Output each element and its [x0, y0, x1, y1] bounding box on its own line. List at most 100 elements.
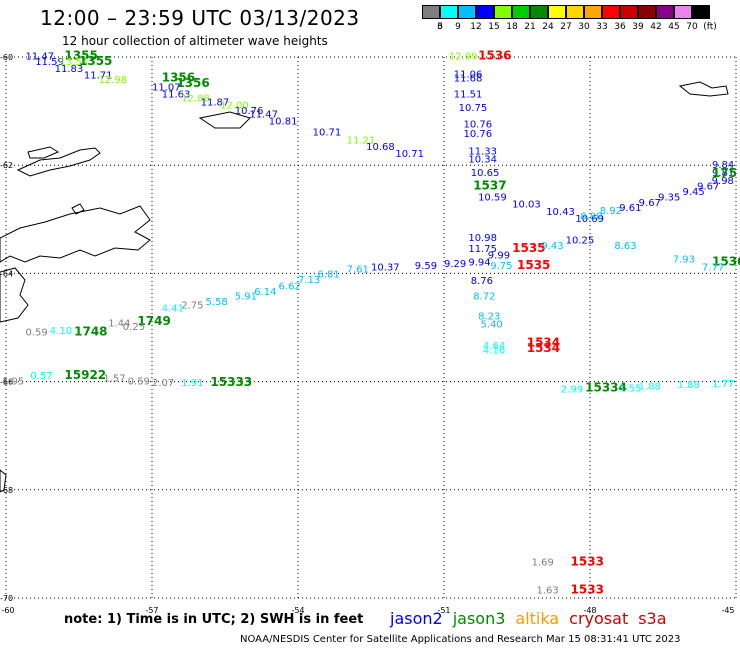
wave-height-label: 1.91 [181, 378, 203, 389]
wave-height-label: 1.69 [532, 558, 554, 569]
pass-time-label: 1535 [512, 241, 545, 255]
wave-height-label: 10.76 [463, 129, 492, 140]
wave-height-label: 10.81 [269, 117, 298, 128]
color-swatch-33 [602, 5, 620, 19]
wave-height-label: 5.40 [481, 320, 503, 331]
wave-height-label: 11.68 [454, 73, 483, 84]
lat-label: -64 [0, 269, 13, 278]
lon-label: -60 [1, 606, 14, 615]
color-scale-label: 24 [542, 22, 554, 32]
page-title: 12:00 – 23:59 UTC 03/13/2023 [40, 6, 360, 30]
color-scale-label: 33 [596, 22, 608, 32]
wave-height-label: 8.72 [473, 291, 495, 302]
wave-height-label: 0.57 [30, 371, 52, 382]
wave-height-label: 11.06 [454, 70, 483, 81]
pass-time-label: 1355 [79, 54, 112, 68]
wave-height-label: 8.88 [580, 211, 602, 222]
color-scale-legend: 6 9 12 15 18 21 24 27 30 33 36 39 42 45 70 (ft) 3 [422, 5, 728, 37]
lon-label: -51 [437, 606, 450, 615]
wave-height-label: 9.94 [468, 257, 490, 268]
wave-height-label: 4.41 [162, 303, 184, 314]
wave-height-label: 1.57 [103, 374, 125, 385]
wave-height-label: 9.43 [541, 241, 563, 252]
color-swatch-42 [656, 5, 674, 19]
graticule [5, 56, 737, 599]
wave-height-label: 8.76 [471, 276, 493, 287]
wave-height-label: 11.75 [468, 244, 497, 255]
wave-height-label: 1.95 [2, 376, 24, 387]
pass-time-label: 175 [712, 166, 737, 180]
wave-height-label: 4.10 [50, 326, 72, 337]
lat-label: -70 [0, 594, 13, 603]
satellite-jason3: jason3 [452, 609, 506, 628]
wave-height-label: 10.37 [371, 263, 400, 274]
wave-height-label: 9.45 [682, 187, 704, 198]
wave-height-label: 10.98 [468, 233, 497, 244]
color-scale-label: 45 [668, 22, 680, 32]
wave-height-label: 9.81 [712, 168, 734, 179]
lon-label: -54 [291, 606, 304, 615]
wave-height-label: 6.81 [317, 270, 339, 281]
wave-height-label: 9.84 [712, 160, 734, 171]
coastline-islet [198, 111, 251, 129]
wave-height-label: 8.63 [614, 241, 636, 252]
wave-height-label: 9.67 [697, 182, 719, 193]
wave-height-label: 4.16 [483, 345, 505, 356]
wave-height-label: 9.61 [619, 203, 641, 214]
color-swatch-24 [548, 5, 566, 19]
wave-height-label: 7.93 [673, 255, 695, 266]
wave-height-label: 10.59 [478, 192, 507, 203]
wave-height-label: 11.71 [84, 71, 113, 82]
wave-height-label: 9.29 [444, 259, 466, 270]
footer-credit: NOAA/NESDIS Center for Satellite Applica… [240, 634, 681, 645]
pass-time-label: 1533 [571, 583, 604, 597]
wave-height-label: 12.98 [98, 75, 127, 86]
lat-label: -68 [0, 486, 13, 495]
wave-height-label: 9.67 [639, 198, 661, 209]
color-swatch-12 [476, 5, 494, 19]
color-scale-label: 39 [632, 22, 644, 32]
coastline-joinville [0, 205, 151, 263]
wave-height-label: 12.00 [220, 100, 249, 111]
wave-height-label: 1.55 [619, 383, 641, 394]
pass-time-label: 1536 [478, 49, 511, 63]
color-scale-label: 30 [578, 22, 590, 32]
color-swatch-15 [494, 5, 512, 19]
color-scale-label: 12 [470, 22, 482, 32]
wave-height-label: 11.83 [55, 64, 84, 75]
pass-time-label: 1533 [571, 555, 604, 569]
satellite-s3a: s3a [638, 609, 667, 628]
wave-height-label: 2.99 [561, 384, 583, 395]
wave-height-label: 7.77 [702, 263, 724, 274]
wave-height-label: 10.03 [512, 199, 541, 210]
wave-height-label: 8.23 [478, 311, 500, 322]
color-scale-unit: (ft) [703, 22, 717, 32]
wave-height-label: 10.34 [468, 154, 497, 165]
wave-height-label: 10.75 [459, 103, 488, 114]
wave-height-label: 11.33 [468, 146, 497, 157]
wave-height-label: 9.35 [658, 192, 680, 203]
wave-height-label: 2.75 [181, 301, 203, 312]
wave-height-label: 9.75 [490, 261, 512, 272]
wave-height-label: 10.71 [313, 127, 342, 138]
coastline [0, 81, 729, 493]
wave-height-label: 0.25 [123, 322, 145, 333]
color-swatch-36 [620, 5, 638, 19]
coastline-small-island [71, 203, 85, 215]
pass-time-label: 1535 [517, 258, 550, 272]
wave-height-label: 5.58 [206, 297, 228, 308]
wave-height-label: 2.07 [152, 378, 174, 389]
wave-height-label: 6.62 [279, 282, 301, 293]
wave-height-label: 10.43 [546, 207, 575, 218]
wave-height-label: 10.25 [566, 236, 595, 247]
color-scale-label: 70 [686, 22, 698, 32]
wave-height-label: 11.07 [152, 83, 181, 94]
wave-height-label: 10.76 [235, 106, 264, 117]
wave-height-label: 10.69 [575, 214, 604, 225]
lat-label: -66 [0, 378, 13, 387]
color-swatch-21 [530, 5, 548, 19]
coastline-ne-island [678, 81, 729, 97]
color-scale-label: 27 [560, 22, 572, 32]
color-swatch-45 [674, 5, 692, 19]
